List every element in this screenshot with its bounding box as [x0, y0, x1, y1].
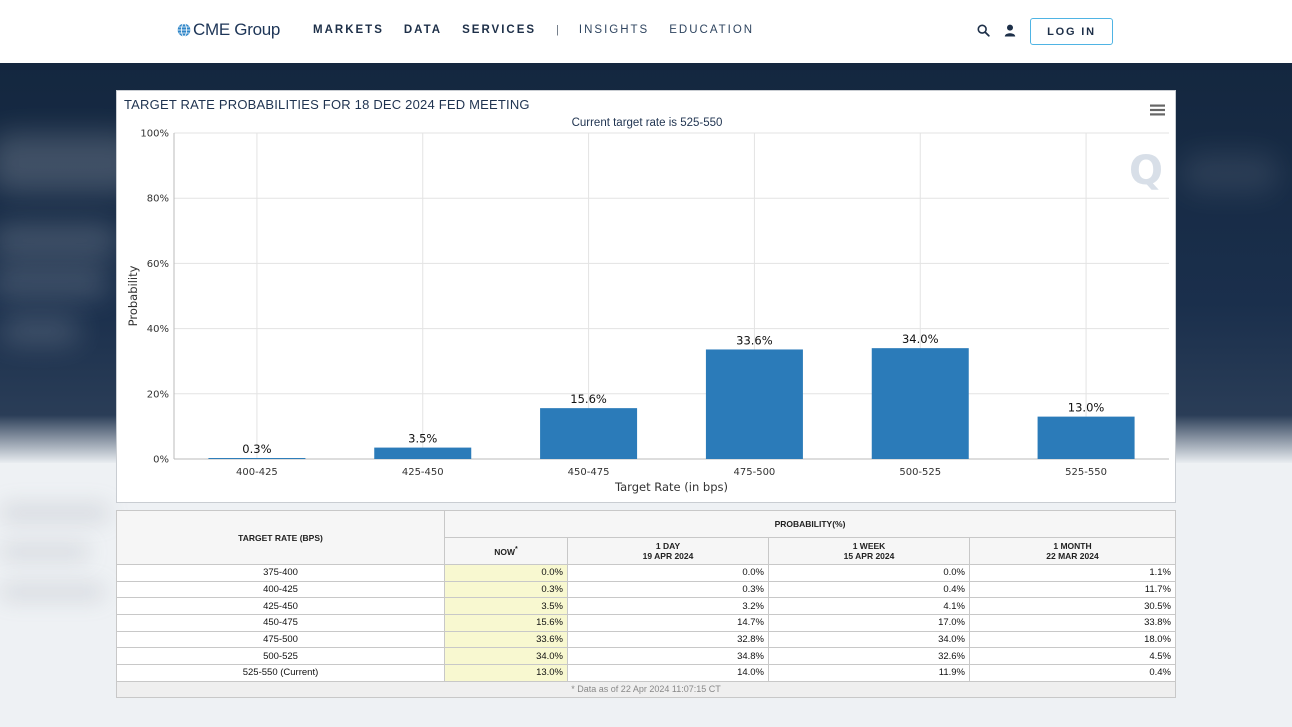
cell-1-day: 14.0% [567, 664, 769, 682]
data-label: 0.3% [242, 442, 271, 456]
col-now: NOW* [444, 537, 568, 565]
chart-subtitle: Current target rate is 525-550 [571, 117, 723, 129]
cell-now: 3.5% [444, 597, 568, 616]
y-tick-label: 0% [153, 455, 169, 466]
table-row: 400-425 0.3% 0.3% 0.4% 11.7% [116, 580, 1176, 599]
login-button[interactable]: LOG IN [1030, 18, 1113, 45]
nav-separator: | [556, 24, 559, 36]
nav-education[interactable]: EDUCATION [669, 24, 755, 36]
cell-1-week: 17.0% [768, 614, 970, 632]
bar [208, 458, 306, 459]
data-label: 33.6% [736, 333, 773, 347]
bar [705, 349, 803, 459]
y-tick-label: 60% [147, 259, 169, 270]
nav-markets[interactable]: MARKETS [313, 24, 384, 36]
cell-1-week: 34.0% [768, 630, 970, 649]
cell-now: 13.0% [444, 664, 568, 682]
search-icon[interactable] [977, 24, 990, 37]
chart-title: TARGET RATE PROBABILITIES FOR 18 DEC 202… [124, 97, 530, 112]
cell-1-month: 18.0% [969, 630, 1176, 649]
cell-now: 0.3% [444, 580, 568, 599]
cell-1-month: 30.5% [969, 597, 1176, 616]
cell-rate: 375-400 [116, 564, 445, 582]
cell-now: 33.6% [444, 630, 568, 649]
cell-rate: 400-425 [116, 580, 445, 599]
bar [871, 348, 969, 459]
cell-rate: 525-550 (Current) [116, 664, 445, 682]
col-1-week: 1 WEEK 15 APR 2024 [768, 537, 970, 565]
data-label: 15.6% [570, 392, 607, 406]
globe-icon [177, 23, 191, 37]
header-target-rate: TARGET RATE (BPS) [116, 510, 445, 565]
cell-1-month: 11.7% [969, 580, 1176, 599]
cell-1-day: 0.0% [567, 564, 769, 582]
bar [540, 408, 638, 459]
cell-rate: 425-450 [116, 597, 445, 616]
y-tick-label: 80% [147, 194, 169, 205]
cell-1-week: 32.6% [768, 647, 970, 666]
main-menu: MARKETS DATA SERVICES | INSIGHTS EDUCATI… [313, 24, 774, 36]
cell-rate: 450-475 [116, 614, 445, 632]
top-navigation: CME Group MARKETS DATA SERVICES | INSIGH… [0, 0, 1292, 63]
cell-rate: 500-525 [116, 647, 445, 666]
watermark-logo: Q [1129, 148, 1163, 194]
hamburger-icon[interactable] [1150, 104, 1165, 116]
bar [374, 447, 472, 459]
cell-1-day: 0.3% [567, 580, 769, 599]
x-tick-label: 400-425 [236, 467, 278, 478]
bar [1037, 416, 1135, 459]
y-axis-title: Probability [126, 265, 140, 326]
y-tick-label: 40% [147, 324, 169, 335]
x-tick-label: 475-500 [734, 467, 776, 478]
cell-1-month: 33.8% [969, 614, 1176, 632]
nav-services[interactable]: SERVICES [462, 24, 537, 36]
data-label: 13.0% [1068, 401, 1105, 415]
cell-1-day: 14.7% [567, 614, 769, 632]
probability-chart: 0% 20% 40% 60% 80% 100% Q 0.3% 400-425 3.5% 425-45… [126, 129, 1169, 494]
cell-1-month: 4.5% [969, 647, 1176, 666]
chart-panel: 0% 20% 40% 60% 80% 100% Q 0.3% 400-425 3.5% 425-45… [116, 90, 1176, 503]
cell-1-week: 4.1% [768, 597, 970, 616]
x-tick-label: 525-550 [1065, 467, 1107, 478]
col-1-month: 1 MONTH 22 MAR 2024 [969, 537, 1176, 565]
probability-table: TARGET RATE (BPS) PROBABILITY(%) NOW* 1 … [116, 510, 1176, 698]
nav-data[interactable]: DATA [403, 24, 443, 36]
logo-text: CME Group [193, 20, 281, 39]
cell-1-week: 0.0% [768, 564, 970, 582]
x-tick-label: 425-450 [402, 467, 444, 478]
cell-1-month: 0.4% [969, 664, 1176, 682]
cell-1-month: 1.1% [969, 564, 1176, 582]
cell-1-day: 34.8% [567, 647, 769, 666]
cell-now: 34.0% [444, 647, 568, 666]
header-probability: PROBABILITY(%) [444, 510, 1176, 538]
cell-1-day: 3.2% [567, 597, 769, 616]
table-row: 475-500 33.6% 32.8% 34.0% 18.0% [116, 630, 1176, 649]
table-row: 375-400 0.0% 0.0% 0.0% 1.1% [116, 564, 1176, 582]
table-row: 425-450 3.5% 3.2% 4.1% 30.5% [116, 597, 1176, 616]
cell-rate: 475-500 [116, 630, 445, 649]
cell-now: 15.6% [444, 614, 568, 632]
user-icon[interactable] [1004, 24, 1016, 37]
x-axis-title: Target Rate (in bps) [614, 480, 728, 494]
table-row: 500-525 34.0% 34.8% 32.6% 4.5% [116, 647, 1176, 666]
cell-1-week: 0.4% [768, 580, 970, 599]
col-1-day: 1 DAY 19 APR 2024 [567, 537, 769, 565]
table-row: 525-550 (Current) 13.0% 14.0% 11.9% 0.4% [116, 664, 1176, 682]
cell-now: 0.0% [444, 564, 568, 582]
y-tick-label: 100% [140, 129, 169, 140]
data-label: 34.0% [902, 332, 939, 346]
cell-1-week: 11.9% [768, 664, 970, 682]
cme-group-logo[interactable]: CME Group [177, 20, 280, 40]
table-row: 450-475 15.6% 14.7% 17.0% 33.8% [116, 614, 1176, 632]
nav-insights[interactable]: INSIGHTS [578, 24, 650, 36]
cell-1-day: 32.8% [567, 630, 769, 649]
x-tick-label: 450-475 [568, 467, 610, 478]
x-tick-label: 500-525 [899, 467, 941, 478]
data-label: 3.5% [408, 432, 437, 446]
table-footnote: * Data as of 22 Apr 2024 11:07:15 CT [116, 680, 1176, 698]
y-tick-label: 20% [147, 389, 169, 400]
